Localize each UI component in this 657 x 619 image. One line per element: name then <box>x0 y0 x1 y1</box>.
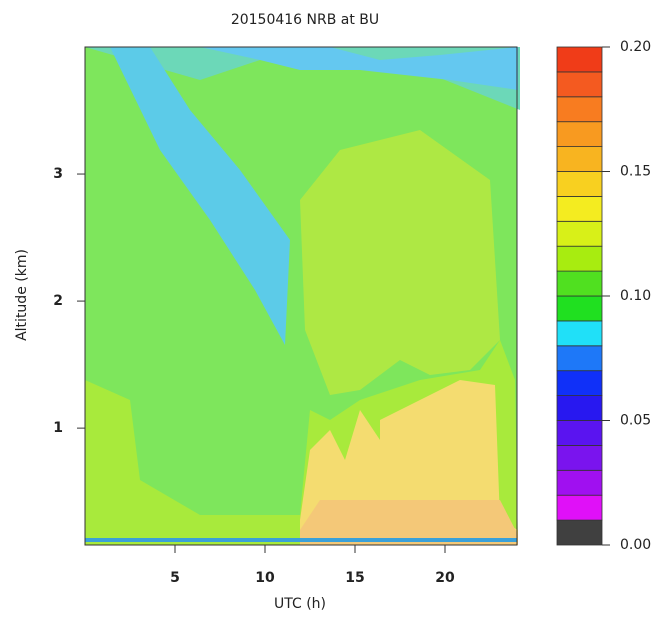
colorbar-bin <box>556 494 603 521</box>
colorbar-bin <box>556 121 603 147</box>
x-tick-label: 15 <box>345 570 364 586</box>
colorbar-bin <box>556 96 603 123</box>
x-tick-label: 10 <box>255 570 275 586</box>
colorbar-bin <box>556 395 603 421</box>
field-region <box>200 47 518 90</box>
field-region <box>110 47 290 345</box>
colorbar-bin <box>556 245 603 272</box>
colorbar-tick-label: 0.15 <box>620 164 651 180</box>
colorbar-bin <box>556 519 603 546</box>
field-region <box>300 130 500 395</box>
colorbar-bin <box>556 370 603 397</box>
field-region <box>85 538 517 542</box>
colorbar-bin <box>556 146 603 172</box>
colorbar-bin <box>556 469 603 496</box>
x-axis-label: UTC (h) <box>274 596 326 612</box>
y-axis-label: Altitude (km) <box>14 249 30 341</box>
colorbar-bin <box>556 295 603 322</box>
colorbar-bin <box>556 171 603 197</box>
colorbar-bin <box>556 270 603 297</box>
colorbar-tick-label: 0.05 <box>620 413 651 429</box>
colorbar-bin <box>556 195 603 222</box>
colorbar-bin <box>556 444 603 471</box>
plot-frame <box>84 46 518 546</box>
y-tick-label: 3 <box>53 166 63 182</box>
colorbar-bin <box>556 345 603 372</box>
y-tick-label: 2 <box>53 293 63 309</box>
colorbar-bin <box>556 71 603 98</box>
x-tick-label: 5 <box>170 570 180 586</box>
y-tick-label: 1 <box>53 420 63 436</box>
chart-title: 20150416 NRB at BU <box>231 12 379 28</box>
colorbar-tick-label: 0.00 <box>620 537 651 553</box>
colorbar-tick-label: 0.10 <box>620 288 651 304</box>
field-region <box>300 500 518 545</box>
colorbar-bin <box>556 46 603 73</box>
x-tick-label: 20 <box>435 570 455 586</box>
colorbar-bin <box>556 220 603 247</box>
colorbar-tick-label: 0.20 <box>620 39 651 55</box>
colorbar-bin <box>556 320 603 347</box>
field <box>85 47 520 545</box>
colorbar-bin <box>556 420 603 446</box>
